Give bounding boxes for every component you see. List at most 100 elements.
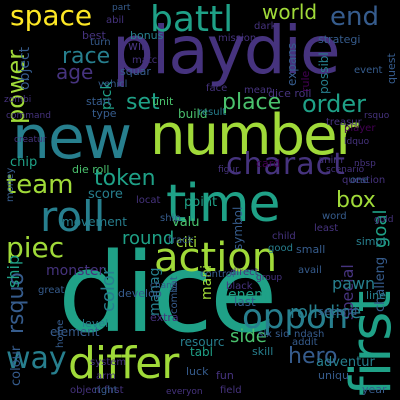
word: command: [6, 111, 51, 121]
word: chang: [150, 281, 178, 291]
word: extra: [150, 311, 179, 324]
word: dark: [254, 21, 277, 32]
word: charact: [226, 147, 346, 182]
word: race: [62, 44, 111, 69]
word: match: [132, 55, 164, 66]
word: one: [350, 175, 369, 186]
word: build: [178, 107, 208, 121]
word: order: [302, 90, 366, 118]
word: die roll: [72, 163, 110, 176]
word: direct: [230, 267, 259, 278]
word: playdie: [112, 12, 341, 89]
word: ldquo: [344, 137, 370, 147]
word: score: [88, 187, 123, 202]
word: turn: [90, 37, 111, 48]
word: home: [55, 319, 66, 348]
word: object first: [70, 385, 124, 396]
word: type: [92, 107, 117, 120]
word: ndash: [294, 329, 325, 340]
word: roll dice: [290, 302, 362, 323]
word: face: [206, 83, 228, 94]
word: word: [322, 211, 347, 222]
word: control: [200, 269, 235, 280]
word: element: [50, 325, 100, 339]
word: colour: [9, 345, 24, 386]
word: object: [17, 46, 33, 90]
word: movement: [62, 215, 127, 229]
word: good: [268, 243, 293, 254]
word: skill: [252, 345, 274, 358]
word: figur: [218, 165, 239, 175]
word: everyon: [166, 387, 203, 397]
word: best: [82, 29, 106, 42]
word: time: [166, 174, 280, 234]
word: mission: [218, 33, 257, 44]
word: year: [362, 383, 387, 396]
word: piec: [6, 231, 65, 264]
word: world: [262, 0, 318, 24]
word: six sid: [258, 329, 290, 340]
word: ship: [160, 213, 181, 224]
word: adventur: [316, 355, 375, 370]
word: way: [6, 341, 67, 376]
word: simpl: [356, 235, 386, 248]
word: space: [10, 0, 93, 32]
word: bonus: [130, 29, 164, 42]
word: quest: [385, 53, 398, 84]
word: dice roll: [268, 87, 312, 100]
word: token: [94, 166, 156, 191]
word: resourc: [180, 335, 225, 349]
word: box: [336, 188, 376, 213]
word: second: [318, 305, 358, 318]
word: fun: [216, 369, 234, 382]
word: new: [12, 103, 132, 173]
word: oppon: [242, 297, 349, 337]
word: part: [112, 3, 131, 13]
word: develop: [118, 287, 162, 300]
word: mean: [244, 85, 273, 96]
word: level: [82, 317, 109, 330]
word: ship: [4, 254, 23, 288]
word: avail: [298, 265, 322, 276]
word: zombi: [4, 95, 32, 105]
word: gold: [374, 215, 394, 225]
word: treasur: [326, 117, 362, 128]
word: luck: [186, 365, 209, 378]
word: system: [90, 357, 127, 368]
word: set: [126, 90, 160, 115]
word: action: [154, 235, 278, 281]
word: rsquo: [364, 111, 390, 121]
word: right: [94, 385, 118, 396]
word: uniqu: [318, 369, 349, 382]
word: question: [342, 175, 386, 186]
word: valu: [172, 215, 200, 230]
word: last: [234, 295, 256, 309]
word: number: [150, 103, 359, 168]
word: start: [86, 95, 112, 108]
word: addit: [292, 337, 318, 348]
word: money: [5, 167, 16, 202]
word: unit: [152, 95, 174, 108]
word: point: [184, 195, 218, 210]
word: great: [38, 285, 65, 296]
word: small: [296, 243, 326, 256]
word: age: [56, 60, 94, 84]
word: creatur: [14, 135, 47, 145]
word: vehicl: [98, 79, 128, 90]
word: chip: [10, 155, 38, 170]
word: scenario: [326, 165, 365, 175]
word: enemi: [228, 287, 272, 303]
word: child: [272, 231, 296, 242]
word: pawn: [332, 274, 376, 293]
word: expans: [285, 42, 299, 86]
word: locat: [136, 195, 161, 206]
word: team: [6, 170, 74, 200]
word: line: [366, 289, 386, 302]
word: player: [344, 123, 376, 134]
word: win: [128, 39, 149, 53]
word: round: [122, 228, 175, 249]
word: group: [256, 273, 283, 283]
word: arm: [96, 371, 116, 382]
word: least: [314, 223, 339, 234]
